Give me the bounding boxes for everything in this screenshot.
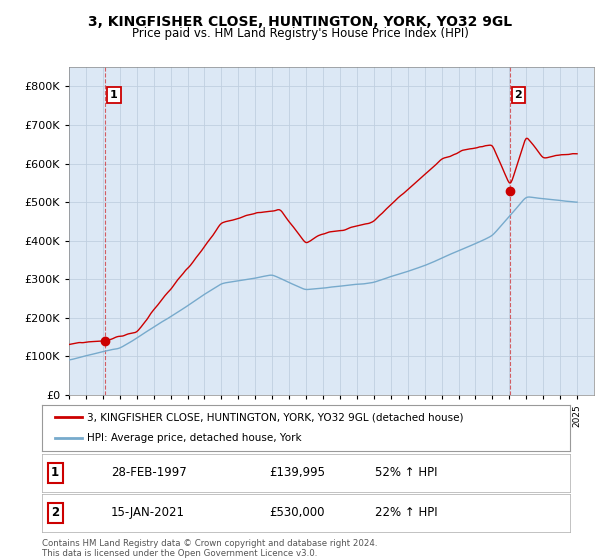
Text: 22% ↑ HPI: 22% ↑ HPI xyxy=(374,506,437,520)
Text: 3, KINGFISHER CLOSE, HUNTINGTON, YORK, YO32 9GL: 3, KINGFISHER CLOSE, HUNTINGTON, YORK, Y… xyxy=(88,15,512,29)
Text: Price paid vs. HM Land Registry's House Price Index (HPI): Price paid vs. HM Land Registry's House … xyxy=(131,27,469,40)
Text: 52% ↑ HPI: 52% ↑ HPI xyxy=(374,466,437,479)
Text: 2: 2 xyxy=(51,506,59,520)
Text: HPI: Average price, detached house, York: HPI: Average price, detached house, York xyxy=(87,433,302,444)
Text: 3, KINGFISHER CLOSE, HUNTINGTON, YORK, YO32 9GL (detached house): 3, KINGFISHER CLOSE, HUNTINGTON, YORK, Y… xyxy=(87,412,463,422)
Text: 1: 1 xyxy=(110,90,118,100)
Text: 1: 1 xyxy=(51,466,59,479)
Text: 15-JAN-2021: 15-JAN-2021 xyxy=(110,506,185,520)
Text: £139,995: £139,995 xyxy=(269,466,325,479)
Text: £530,000: £530,000 xyxy=(269,506,325,520)
Text: 28-FEB-1997: 28-FEB-1997 xyxy=(110,466,187,479)
Text: Contains HM Land Registry data © Crown copyright and database right 2024.
This d: Contains HM Land Registry data © Crown c… xyxy=(42,539,377,558)
Text: 2: 2 xyxy=(515,90,523,100)
